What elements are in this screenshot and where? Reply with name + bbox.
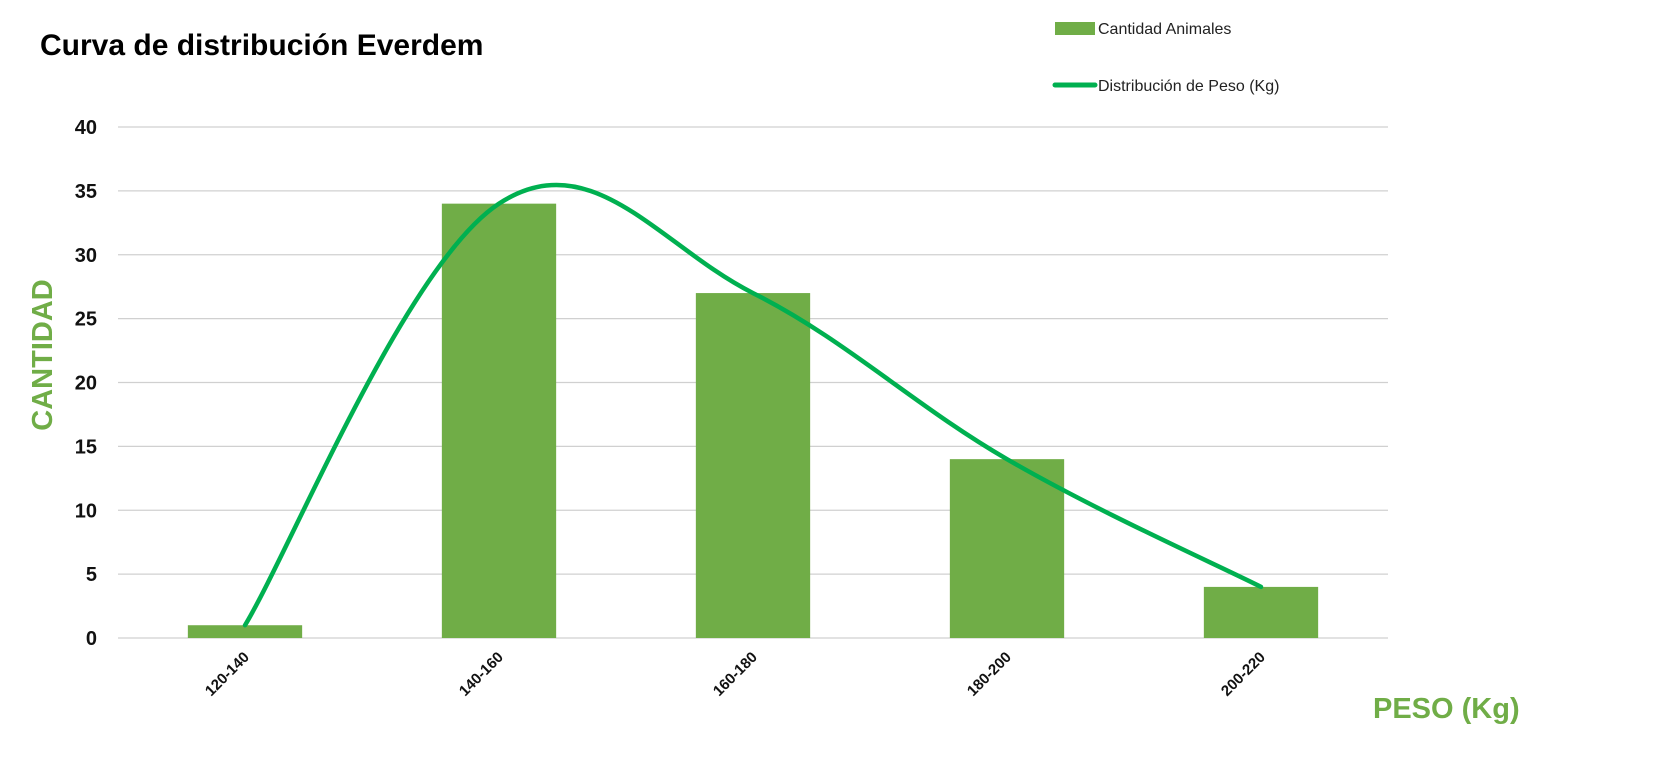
y-tick-label: 5: [86, 564, 97, 586]
distribution-curve: [242, 182, 1264, 628]
y-tick-label: 35: [75, 181, 97, 203]
y-tick-label: 25: [75, 309, 97, 331]
bar: [441, 203, 557, 638]
x-axis-ticks: 120-140 140-160 160-180 180-200 200-220: [202, 649, 1269, 700]
y-tick-label: 20: [75, 373, 97, 395]
y-tick-label: 10: [75, 500, 97, 522]
x-tick-label: 160-180: [710, 649, 761, 700]
x-tick-label: 180-200: [964, 649, 1015, 700]
chart-title: Curva de distribución Everdem: [40, 29, 483, 62]
y-axis-ticks: 0 5 10 15 20 25 30 35 40: [75, 117, 97, 650]
x-tick-label: 140-160: [456, 649, 507, 700]
x-axis-title: PESO (Kg): [1373, 693, 1520, 725]
bar: [1203, 586, 1319, 638]
y-tick-label: 15: [75, 436, 97, 458]
bar: [949, 459, 1065, 638]
legend-line-label: Distribución de Peso (Kg): [1098, 78, 1279, 95]
y-tick-label: 30: [75, 245, 97, 267]
y-axis-title: CANTIDAD: [27, 279, 59, 430]
x-tick-label: 200-220: [1218, 649, 1269, 700]
series-line: [242, 182, 1264, 628]
x-tick-label: 120-140: [202, 649, 253, 700]
bar: [695, 293, 811, 638]
legend-bar-swatch: [1055, 22, 1095, 35]
legend: Cantidad Animales Distribución de Peso (…: [1052, 21, 1279, 95]
bar: [187, 625, 303, 638]
y-tick-label: 0: [86, 628, 97, 650]
y-tick-label: 40: [75, 117, 97, 139]
bars: [187, 203, 1319, 638]
legend-bar-label: Cantidad Animales: [1098, 21, 1231, 38]
